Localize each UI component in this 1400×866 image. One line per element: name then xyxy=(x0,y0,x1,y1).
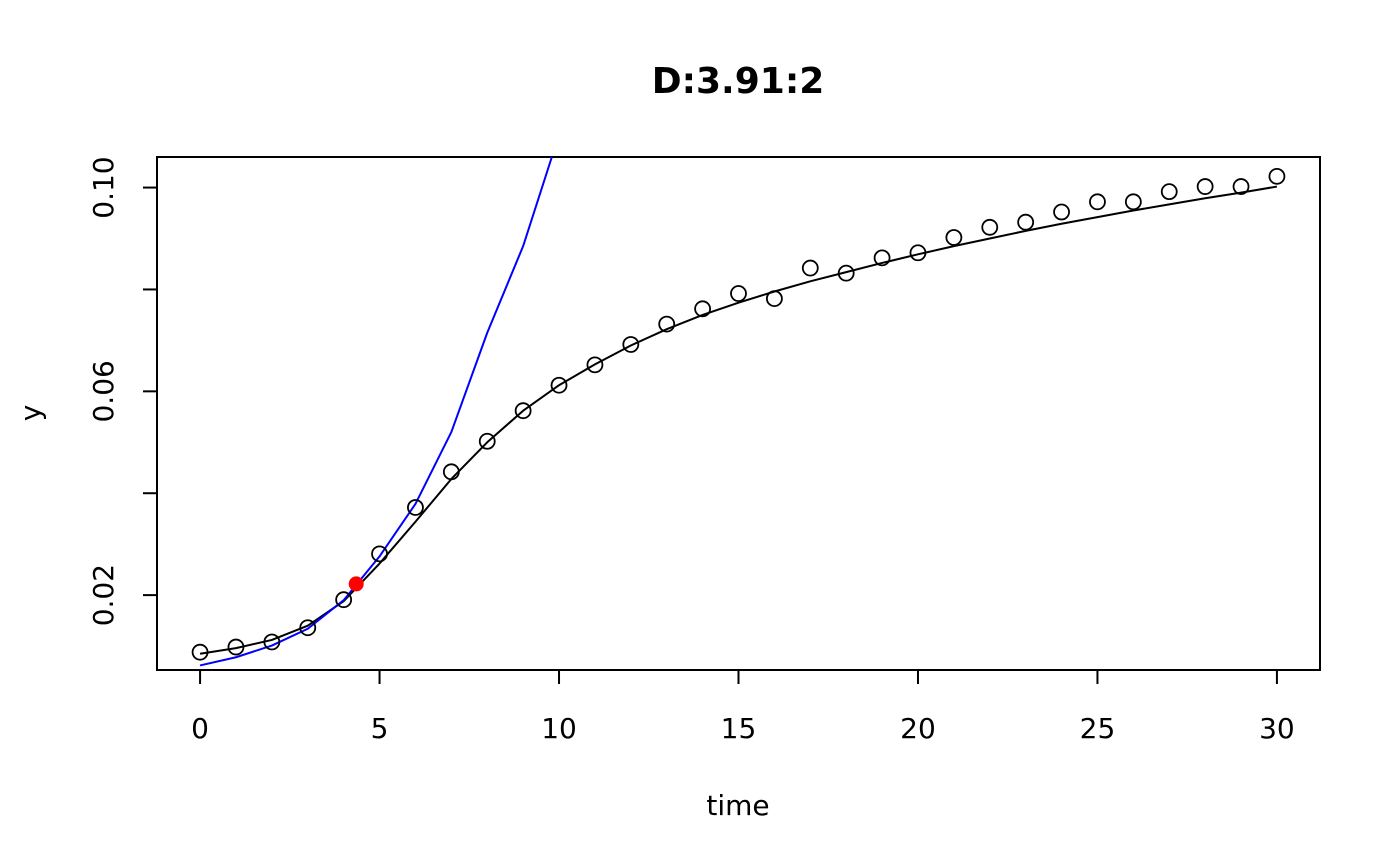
data-point xyxy=(1232,178,1250,195)
x-axis: 0 5 10 15 20 25 30 xyxy=(191,669,1295,745)
data-point xyxy=(765,290,783,308)
data-point xyxy=(1053,203,1070,221)
plot-area xyxy=(191,157,1286,667)
data-point xyxy=(622,336,640,353)
data-point xyxy=(550,376,568,394)
data-point xyxy=(658,315,676,333)
y-tick-label: 0.02 xyxy=(87,564,120,626)
data-point xyxy=(478,432,496,450)
data-point xyxy=(945,229,963,246)
data-point xyxy=(981,218,999,236)
data-point xyxy=(837,264,855,282)
data-point xyxy=(514,402,532,420)
x-tick-label: 30 xyxy=(1259,712,1295,745)
data-point xyxy=(1196,178,1214,195)
x-tick-label: 5 xyxy=(371,712,389,745)
data-point xyxy=(371,545,388,563)
data-point xyxy=(335,591,353,609)
data-point xyxy=(1089,193,1106,211)
data-point xyxy=(1268,167,1286,185)
data-point xyxy=(191,643,209,661)
data-point xyxy=(407,499,424,516)
x-tick-label: 25 xyxy=(1080,712,1116,745)
y-axis: 0.02 0.06 0.10 xyxy=(87,156,158,626)
x-tick-label: 20 xyxy=(900,712,936,745)
y-tick-label: 0.10 xyxy=(87,156,120,218)
data-point xyxy=(263,633,281,651)
data-point xyxy=(1017,213,1035,231)
x-tick-label: 15 xyxy=(721,712,757,745)
data-point xyxy=(1160,183,1178,201)
data-point xyxy=(1124,193,1142,211)
data-point xyxy=(586,356,604,374)
max-slope-point xyxy=(348,576,364,592)
data-point xyxy=(442,463,460,481)
x-tick-label: 0 xyxy=(191,712,209,745)
y-tick-label: 0.06 xyxy=(87,360,120,422)
y-axis-label: y xyxy=(14,405,47,422)
exponential-fit-line xyxy=(199,157,553,667)
data-point xyxy=(730,285,747,302)
data-point xyxy=(801,259,819,277)
plot-frame xyxy=(156,156,1321,671)
data-point xyxy=(909,244,927,262)
smoothed-fit-line xyxy=(199,185,1278,655)
chart-title: D:3.91:2 xyxy=(652,61,825,102)
data-point xyxy=(299,619,317,637)
data-point xyxy=(694,300,712,318)
x-axis-label: time xyxy=(706,789,769,822)
data-point xyxy=(227,638,245,656)
data-point xyxy=(873,249,891,267)
x-tick-label: 10 xyxy=(541,712,577,745)
